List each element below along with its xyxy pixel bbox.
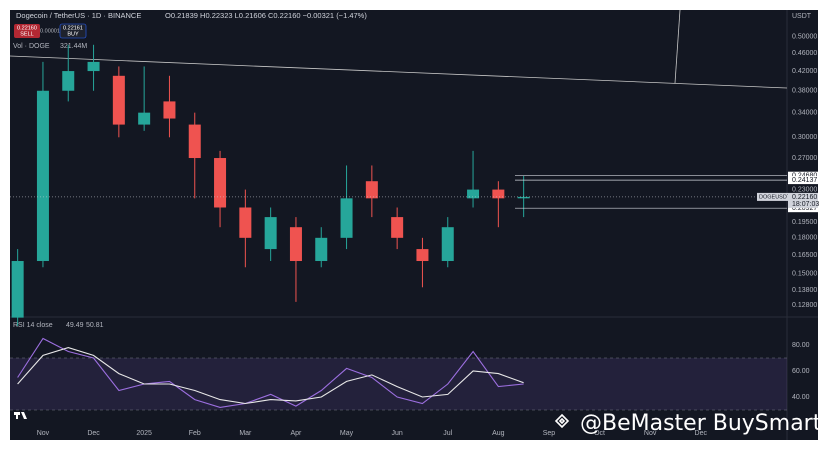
rsi-ma-last: 50.81 [86, 322, 104, 329]
rsi-line [17, 337, 524, 408]
candle-body [467, 189, 480, 199]
y-tick-label: 0.19500 [792, 219, 817, 226]
x-tick-label: Jul [443, 430, 452, 437]
sell-button[interactable] [14, 24, 40, 38]
candle-body [62, 71, 75, 91]
currency: USDT [792, 13, 812, 20]
price-tag [788, 204, 818, 213]
candle-body [214, 158, 227, 208]
candle-body [36, 90, 49, 262]
candle-body [239, 207, 252, 238]
price-tag [788, 176, 818, 185]
y-tick-label: 0.12800 [792, 302, 817, 309]
rsi-band [10, 358, 787, 410]
x-tick-label: Nov [644, 430, 657, 437]
y-tick-label: 60.00 [792, 368, 810, 375]
chart-background [10, 10, 818, 440]
buy-label: BUY [67, 31, 79, 37]
y-tick-label: 0.18000 [792, 235, 817, 242]
last-price-label: 0.22160 [792, 194, 817, 201]
price-tag-label: 0.24137 [792, 177, 817, 184]
x-tick-label: Dec [87, 430, 100, 437]
trend-line [9, 55, 788, 89]
candle-body [289, 227, 302, 262]
x-tick-label: May [340, 430, 354, 437]
volume-title: Vol · DOGE [13, 43, 50, 50]
rsi-title: RSI 14 close [13, 322, 53, 329]
candle-body [112, 75, 125, 125]
buy-button[interactable] [59, 23, 87, 39]
countdown: 18:07:03 [792, 201, 819, 208]
last-price-tag [788, 192, 818, 208]
x-tick-label: Mar [239, 430, 252, 437]
buy-price: 0.22161 [63, 25, 83, 31]
x-tick-label: 2025 [136, 430, 152, 437]
rsi-last: 49.49 [66, 322, 84, 329]
sell-label: SELL [20, 31, 33, 37]
chart-title: Dogecoin / TetherUS · 1D · BINANCE [16, 11, 141, 20]
y-tick-label: 0.23000 [792, 186, 817, 193]
y-tick-label: 0.16500 [792, 252, 817, 259]
watermark-logo [554, 413, 570, 429]
candle-body [391, 217, 404, 238]
y-tick-label: 0.13800 [792, 287, 817, 294]
candle-body [416, 249, 429, 262]
candle-body [188, 124, 201, 159]
symbol-label: DOGEUSDT [759, 194, 791, 200]
sell-price: 0.22160 [17, 25, 37, 31]
candle-body [517, 196, 530, 199]
y-tick-label: 0.15000 [792, 271, 817, 278]
candle-body [264, 217, 277, 250]
x-tick-label: Feb [189, 430, 201, 437]
y-tick-label: 0.46000 [792, 50, 817, 57]
candle-body [492, 189, 505, 199]
x-tick-label: Sep [543, 430, 556, 437]
x-tick-label: Nov [37, 430, 50, 437]
candle-body [315, 237, 328, 262]
candle-body [163, 101, 176, 119]
y-tick-label: 0.30000 [792, 134, 817, 141]
x-tick-label: Aug [492, 430, 505, 437]
x-tick-label: Jun [392, 430, 403, 437]
price-tag-label: 0.20927 [792, 205, 817, 212]
y-tick-label: 0.38000 [792, 88, 817, 95]
x-tick-label: Apr [290, 430, 302, 437]
y-tick-label: 0.34000 [792, 109, 817, 116]
symbol-tag [757, 192, 788, 201]
rsi-line [17, 347, 524, 405]
candle-body [365, 181, 378, 199]
y-tick-label: 0.42000 [792, 68, 817, 75]
volume-value: 321.44M [60, 43, 87, 50]
y-tick-label: 0.50000 [792, 34, 817, 41]
candle-body [138, 112, 151, 125]
x-tick-label: Dec [695, 430, 708, 437]
candle-body [87, 61, 100, 72]
candle-body [340, 198, 353, 238]
tv-logo [14, 412, 27, 419]
spread: 0.00001 [40, 28, 60, 34]
watermark: @BeMaster BuySmart [580, 411, 822, 436]
x-tick-label: Oct [594, 430, 605, 437]
y-tick-label: 80.00 [792, 342, 810, 349]
candle-body [441, 227, 454, 262]
price-tag [788, 171, 818, 180]
y-tick-label: 0.27000 [792, 155, 817, 162]
price-tag-label: 0.24680 [792, 173, 817, 180]
candle-body [11, 261, 24, 318]
y-tick-label: 40.00 [792, 394, 810, 401]
ohlc: O0.21839 H0.22323 L0.21606 C0.22160 −0.0… [165, 11, 367, 20]
drawing-line [674, 9, 681, 84]
